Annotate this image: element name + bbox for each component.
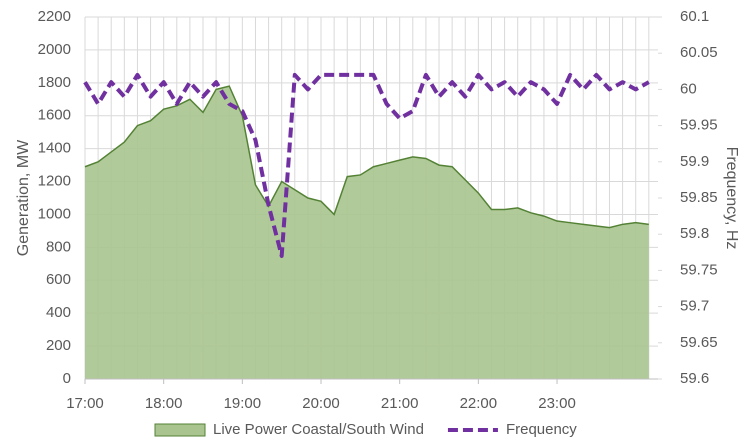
y2-axis-title: Frequency, Hz [723,147,740,250]
legend-label: Live Power Coastal/South Wind [213,421,424,438]
y-tick-label: 0 [63,370,71,387]
x-tick-label: 17:00 [66,395,104,412]
y-tick-label: 1600 [38,107,71,124]
x-tick-label: 23:00 [538,395,576,412]
y-tick-label: 600 [46,271,71,288]
y2-tick-label: 60 [680,80,697,97]
x-tick-label: 22:00 [460,395,498,412]
line [83,72,650,258]
legend-label: Frequency [506,421,577,438]
y-axis-title: Generation, MW [15,139,32,256]
y-tick-label: 1400 [38,140,71,157]
y2-tick-label: 59.75 [680,261,718,278]
y-tick-label: 2200 [38,8,71,25]
area [85,86,649,379]
x-tick-label: 21:00 [381,395,419,412]
x-tick-label: 19:00 [224,395,262,412]
y-tick-label: 2000 [38,41,71,58]
y2-tick-label: 59.7 [680,298,709,315]
y2-tick-label: 59.85 [680,189,718,206]
y-tick-label: 200 [46,337,71,354]
y2-tick-label: 60.05 [680,44,718,61]
x-tick-label: 18:00 [145,395,183,412]
x-tick-label: 20:00 [302,395,340,412]
y2-tick-label: 59.9 [680,153,709,170]
y-tick-label: 1800 [38,74,71,91]
area-edge [84,85,649,229]
y2-tick-label: 59.65 [680,334,718,351]
y2-tick-label: 59.95 [680,117,718,134]
y2-tick-label: 60.1 [680,8,709,25]
legend-swatch [154,423,206,437]
y-tick-label: 800 [46,238,71,255]
y-tick-label: 1200 [38,173,71,190]
y2-tick-label: 59.6 [680,370,709,387]
y-tick-label: 1000 [38,205,71,222]
y-tick-label: 400 [46,304,71,321]
y2-tick-label: 59.8 [680,225,709,242]
